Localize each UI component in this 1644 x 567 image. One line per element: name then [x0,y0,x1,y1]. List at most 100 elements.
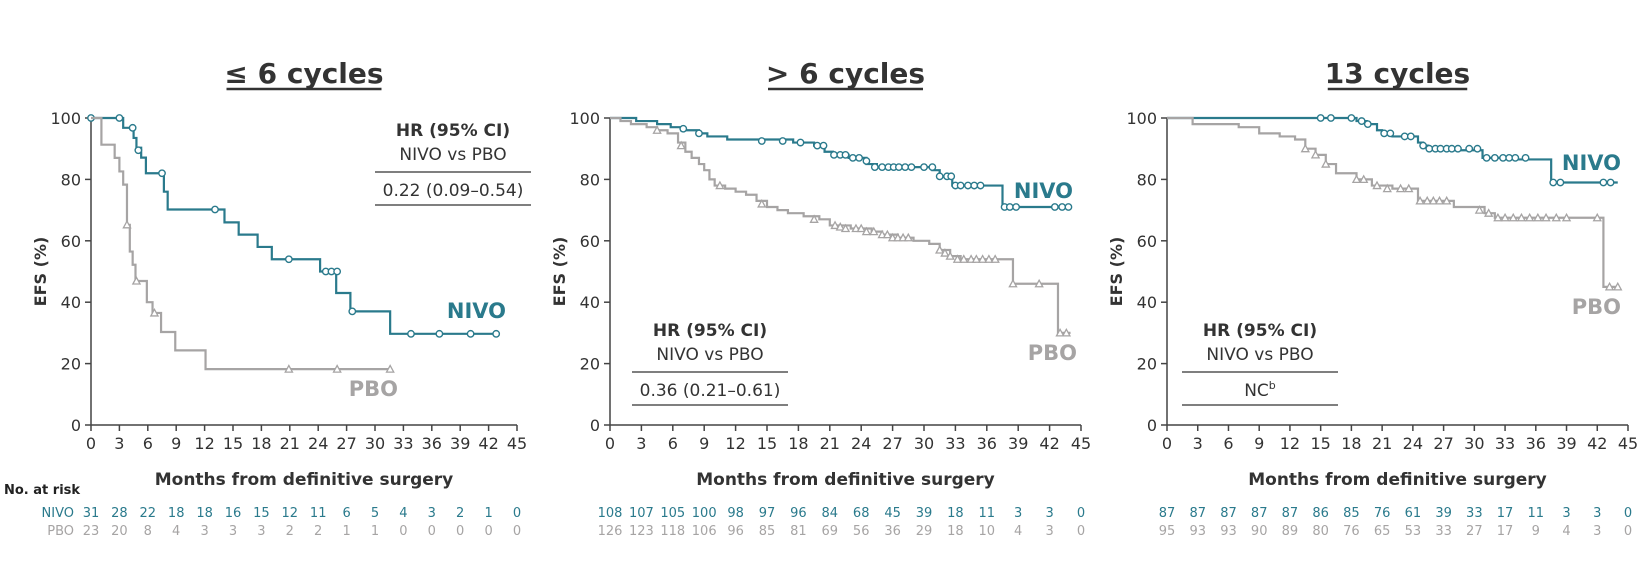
censor-mark-nivo [1425,144,1434,153]
x-tick-label: 42 [1587,434,1607,453]
at-risk-nivo-value: 11 [979,506,996,521]
at-risk-nivo-value: 3 [1562,506,1570,521]
censor-mark-nivo [1599,178,1608,187]
x-tick-label: 3 [1193,434,1203,453]
censor-mark-pbo [131,276,142,285]
y-tick-label: 60 [580,232,600,251]
hr-value-superscript: b [1269,379,1276,392]
at-risk-pbo-value: 0 [513,524,521,539]
censor-mark-nivo [862,157,871,165]
at-risk-nivo-value: 2 [456,506,464,521]
censor-mark-pbo [977,254,988,263]
at-risk-nivo-value: 85 [1343,506,1360,521]
x-tick-label: 15 [757,434,777,453]
censor-mark-pbo [1533,212,1543,222]
y-tick-label: 0 [1147,416,1157,435]
hr-title: HR (95% CI) [653,321,767,341]
censor-mark-nivo [841,150,850,159]
censor-mark-pbo [385,364,395,373]
y-tick-label: 60 [61,232,81,251]
km-line-pbo [610,116,1071,334]
at-risk-nivo-value: 3 [1014,506,1022,521]
censor-mark-pbo [869,226,879,236]
at-risk-nivo-value: 28 [111,506,128,521]
x-tick-label: 12 [1280,434,1300,453]
at-risk-nivo-value: 87 [1189,506,1206,521]
at-risk-nivo-value: 0 [1077,506,1085,521]
censor-mark-pbo [1055,327,1065,337]
at-risk-nivo-value: 105 [660,506,685,521]
hr-value-text: NC [1244,381,1269,401]
at-risk-pbo-value: 53 [1405,524,1422,539]
y-tick-label: 0 [71,416,81,435]
at-risk-pbo-value: 1 [371,524,379,539]
x-tick-label: 18 [1341,434,1361,453]
censor-mark-nivo [435,329,444,338]
censor-mark-pbo [1300,143,1310,153]
at-risk-pbo-value: 85 [759,524,776,539]
censor-mark-nivo [1327,114,1335,122]
x-tick-label: 39 [1008,434,1028,453]
at-risk-pbo-value: 23 [83,524,100,539]
censor-mark-nivo [1436,144,1445,153]
at-risk-nivo-value: 6 [342,506,350,521]
x-tick-label: 18 [251,434,271,453]
x-tick-label: 15 [223,434,243,453]
at-risk-pbo-value: 3 [257,524,265,539]
x-tick-label: 3 [114,434,124,453]
censor-mark-nivo [1465,144,1474,153]
censor-mark-nivo [1419,141,1428,150]
censor-mark-nivo [1347,114,1356,122]
censor-mark-nivo [333,267,342,276]
at-risk-pbo-value: 90 [1251,524,1268,539]
x-tick-label: 15 [1310,434,1330,453]
censor-mark-pbo [1516,212,1527,222]
y-tick-label: 60 [1137,232,1157,251]
censor-mark-pbo [830,220,840,230]
hr-value-text: 0.36 (0.21–0.61) [640,381,781,401]
at-risk-pbo-value: 3 [229,524,237,539]
censor-mark-pbo [1061,327,1072,337]
censor-mark-pbo [757,199,767,208]
at-risk-nivo-value: 100 [692,506,717,521]
censor-mark-nivo [920,163,928,172]
censor-mark-pbo [945,251,955,260]
censor-mark-pbo [882,229,893,239]
x-tick-label: 12 [725,434,745,453]
at-risk-nivo-value: 0 [513,506,521,521]
censor-mark-pbo [332,364,342,373]
censor-mark-pbo [1604,281,1615,291]
x-tick-label: 0 [1162,434,1172,453]
at-risk-nivo-value: 0 [1624,506,1632,521]
censor-mark-pbo [1310,149,1321,159]
km-line-nivo [91,116,497,335]
censor-mark-nivo [947,172,956,181]
at-risk-pbo-value: 4 [1562,524,1570,539]
censor-mark-nivo [407,329,415,338]
censor-mark-nivo [158,169,166,178]
at-risk-pbo-value: 18 [947,524,964,539]
x-tick-label: 39 [450,434,470,453]
at-risk-nivo-value: 97 [759,506,776,521]
censor-mark-nivo [1380,129,1389,138]
censor-mark-nivo [796,138,805,147]
at-risk-nivo-value: 87 [1282,506,1299,521]
censor-mark-nivo [348,307,357,316]
censor-mark-pbo [1500,212,1510,222]
at-risk-header: No. at risk [4,483,80,498]
at-risk-pbo-value: 65 [1374,524,1391,539]
x-tick-label: 30 [365,434,385,453]
x-tick-label: 12 [194,434,214,453]
x-axis-label: Months from definitive surgery [155,470,454,490]
km-line-nivo [1167,116,1618,184]
censor-mark-pbo [1351,174,1362,184]
x-tick-label: 27 [882,434,902,453]
y-tick-label: 20 [61,355,81,374]
at-risk-nivo-value: 61 [1405,506,1422,521]
censor-mark-nivo [935,172,944,181]
at-risk-pbo-value: 76 [1343,524,1360,539]
x-tick-label: 0 [86,434,96,453]
at-risk-pbo-value: 27 [1466,524,1483,539]
censor-mark-nivo [1400,132,1409,141]
